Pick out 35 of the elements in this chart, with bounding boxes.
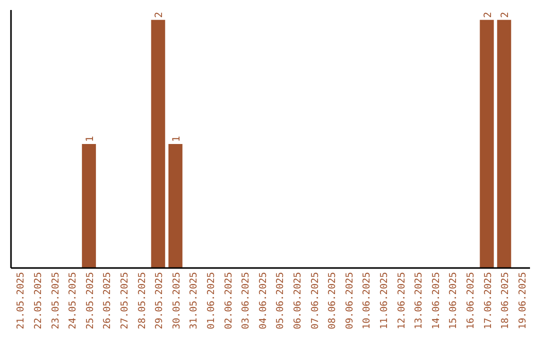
x-tick-label: 27.05.2025: [119, 272, 130, 330]
x-tick-label: 12.06.2025: [396, 272, 408, 330]
x-tick-label: 13.06.2025: [414, 272, 425, 330]
x-tick-label: 10.06.2025: [362, 272, 373, 330]
x-tick-label: 09.06.2025: [344, 272, 356, 330]
x-tick-label: 07.06.2025: [310, 272, 321, 330]
x-tick-label: 03.06.2025: [240, 272, 252, 330]
data-label: 2: [482, 12, 494, 18]
x-tick-label: 29.05.2025: [154, 272, 166, 330]
x-tick-label: 28.05.2025: [136, 272, 148, 330]
x-tick-label: 30.05.2025: [171, 272, 182, 330]
x-tick-label: 01.06.2025: [206, 272, 217, 330]
x-tick-label: 14.06.2025: [430, 272, 442, 330]
x-tick-label: 24.05.2025: [68, 272, 79, 330]
x-tick-label: 02.06.2025: [223, 272, 234, 330]
x-tick-label: 06.06.2025: [292, 272, 304, 330]
data-label: 1: [171, 136, 182, 142]
x-tick-label: 26.05.2025: [102, 272, 114, 330]
x-tick-label: 19.06.2025: [517, 272, 528, 330]
x-tick-label: 31.05.2025: [188, 272, 200, 330]
x-tick-label: 17.06.2025: [482, 272, 494, 330]
x-tick-label: 16.06.2025: [465, 272, 476, 330]
x-tick-label: 22.05.2025: [32, 272, 44, 330]
x-tick-label: 05.06.2025: [275, 272, 286, 330]
x-tick-label: 18.06.2025: [500, 272, 512, 330]
x-tick-label: 08.06.2025: [327, 272, 338, 330]
x-tick-label: 23.05.2025: [50, 272, 62, 330]
data-label: 2: [500, 12, 512, 18]
x-tick-label: 21.05.2025: [16, 272, 27, 330]
x-tick-label: 11.06.2025: [378, 272, 390, 330]
x-tick-label: 15.06.2025: [448, 272, 460, 330]
data-label: 1: [84, 136, 96, 142]
data-label: 2: [154, 12, 166, 18]
x-tick-label: 25.05.2025: [84, 272, 96, 330]
x-tick-label: 04.06.2025: [258, 272, 269, 330]
